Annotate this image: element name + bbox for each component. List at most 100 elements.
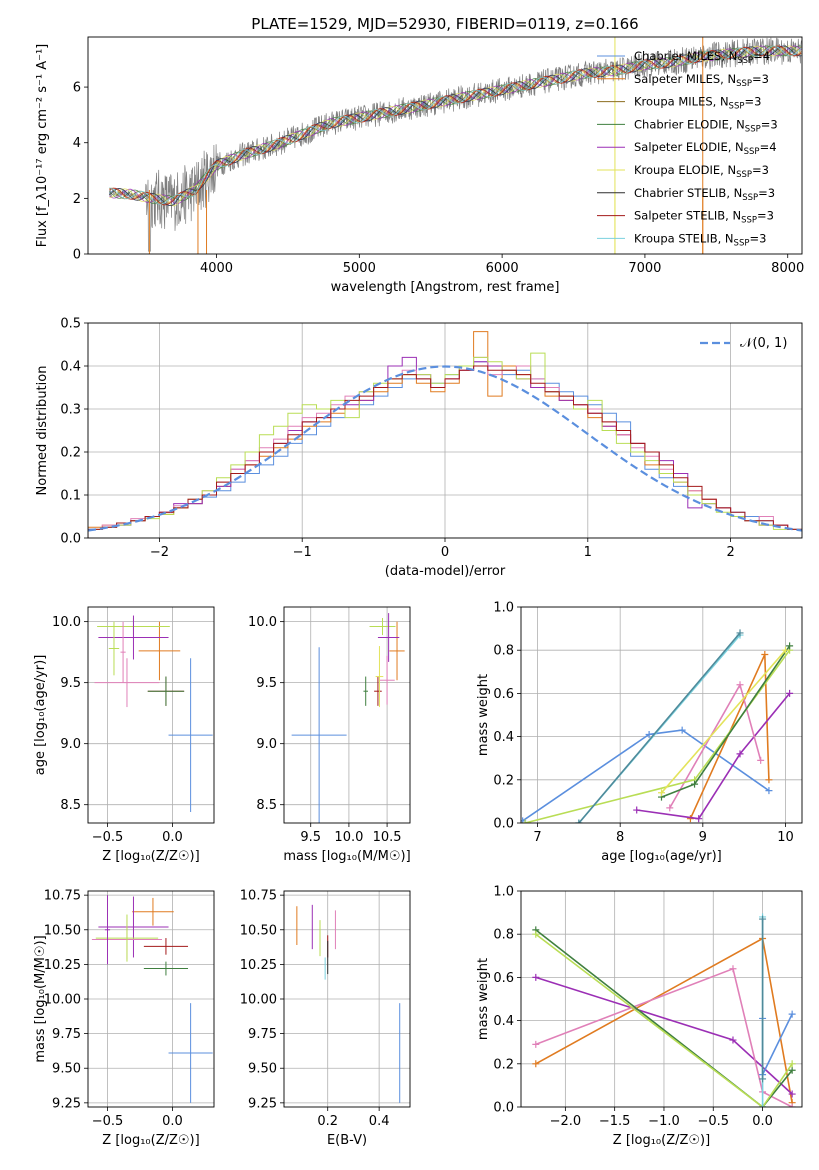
x-tick-label: 0.0 bbox=[752, 1114, 773, 1129]
series-marker bbox=[686, 815, 694, 823]
x-tick-label: 10.0 bbox=[334, 830, 363, 845]
y-axis-label: Flux [f_λ10⁻¹⁷ erg cm⁻² s⁻¹ A⁻¹] bbox=[35, 44, 50, 248]
normal-curve bbox=[88, 365, 802, 532]
y-tick-label: 0.2 bbox=[493, 773, 514, 788]
errorbar-point bbox=[108, 621, 120, 676]
spectrum-model-8 bbox=[109, 45, 802, 205]
errorbar-point bbox=[143, 961, 189, 976]
series-marker bbox=[788, 1010, 796, 1018]
series-line-0 bbox=[522, 729, 770, 822]
axes-mass_vs_Z: −0.5 0.0 9.25 9.50 9.75 10.00 10.25 10.50 10.75 Z… bbox=[33, 889, 215, 1148]
y-tick-label: 0.4 bbox=[60, 360, 81, 375]
axes-frame bbox=[87, 36, 803, 255]
series-marker bbox=[786, 689, 794, 697]
y-tick-label: 0.0 bbox=[60, 532, 81, 547]
errorbar-point bbox=[168, 1003, 213, 1103]
legend-entry: Kroupa ELODIE, NSSP=3 bbox=[634, 163, 769, 180]
x-axis-label: Z [log₁₀(Z/Z☉)] bbox=[613, 1133, 710, 1148]
x-axis-label: age [log₁₀(age/yr)] bbox=[601, 849, 722, 864]
spectrum-model-5 bbox=[109, 45, 802, 207]
series-marker bbox=[645, 730, 653, 738]
y-tick-label: 9.5 bbox=[60, 676, 81, 691]
y-tick-label: 0.5 bbox=[60, 317, 81, 332]
errorbar-point bbox=[363, 676, 368, 706]
series-marker bbox=[729, 1036, 737, 1044]
y-tick-label: 10.0 bbox=[248, 615, 277, 630]
errorbar-point bbox=[389, 621, 405, 681]
axes-frame bbox=[87, 322, 803, 539]
y-tick-label: 10.50 bbox=[240, 923, 277, 938]
series-marker bbox=[759, 915, 767, 923]
x-tick-label: −2.0 bbox=[550, 1114, 582, 1129]
axes-spectrum: 4000 5000 6000 7000 8000 0 2 4 6 wavelength [Angs… bbox=[35, 15, 804, 295]
y-tick-label: 10.00 bbox=[240, 993, 277, 1008]
y-axis-label: mass weight bbox=[476, 674, 491, 756]
legend: Chabrier MILES, NSSP=4 Salpeter MILES, NS… bbox=[597, 49, 778, 248]
y-axis-label: mass [log₁₀(M/M☉)] bbox=[33, 935, 48, 1062]
plot-area bbox=[284, 891, 410, 1107]
errorbar-point bbox=[147, 676, 185, 706]
errorbar-point bbox=[120, 621, 126, 683]
y-tick-label: 10.50 bbox=[44, 923, 81, 938]
y-axis-label: age [log₁₀(age/yr)] bbox=[33, 655, 48, 776]
x-tick-label: −1.0 bbox=[648, 1114, 680, 1129]
plot-area bbox=[88, 891, 214, 1107]
series-marker bbox=[765, 776, 773, 784]
axes-mass_vs_ebv: 0.2 0.4 9.25 9.50 9.75 10.00 10.25 10.50 10.75 E(… bbox=[240, 889, 411, 1148]
series-marker bbox=[759, 1103, 767, 1107]
axes-frame bbox=[87, 606, 215, 824]
series-marker bbox=[759, 1075, 767, 1083]
series-marker bbox=[678, 726, 686, 734]
y-tick-label: 9.25 bbox=[248, 1096, 277, 1111]
x-tick-label: 9.5 bbox=[300, 830, 321, 845]
y-tick-label: 1.0 bbox=[493, 885, 514, 900]
series-marker bbox=[695, 815, 703, 823]
x-tick-label: 8 bbox=[616, 830, 624, 845]
y-tick-label: 10.25 bbox=[44, 958, 81, 973]
errorbar-point bbox=[379, 655, 395, 705]
y-tick-label: 10.75 bbox=[44, 889, 81, 904]
plot-area bbox=[88, 607, 214, 823]
series-marker bbox=[532, 930, 540, 938]
axes-massweight_vs_age: 7 8 9 10 0.0 0.2 0.4 0.6 0.8 1.0 age [log₁₀(age/yr… bbox=[476, 601, 803, 864]
x-tick-label: −0.5 bbox=[697, 1114, 729, 1129]
y-tick-label: 0.4 bbox=[493, 1014, 514, 1029]
y-axis-label: Normed distribution bbox=[35, 366, 50, 496]
errorbar-point bbox=[104, 895, 111, 965]
series-marker bbox=[658, 789, 665, 797]
errorbar-point bbox=[94, 658, 160, 708]
x-tick-label: 0.4 bbox=[369, 1114, 390, 1129]
y-tick-label: 0.4 bbox=[493, 730, 514, 745]
series-marker bbox=[788, 1066, 796, 1074]
errorbar-point bbox=[138, 621, 181, 681]
legend-entry: Salpeter STELIB, NSSP=3 bbox=[634, 209, 774, 226]
y-tick-label: 0.0 bbox=[493, 817, 514, 832]
plot-area bbox=[109, 37, 802, 254]
x-axis-label: (data-model)/error bbox=[385, 564, 506, 579]
series-marker bbox=[532, 973, 540, 981]
series-marker bbox=[736, 750, 744, 758]
x-tick-label: 7000 bbox=[628, 261, 661, 276]
plot-area bbox=[521, 891, 802, 1107]
legend: 𝒩(0, 1) bbox=[700, 336, 787, 351]
x-tick-label: 0.0 bbox=[162, 1114, 183, 1129]
y-tick-label: 0.2 bbox=[60, 446, 81, 461]
y-tick-label: 9.0 bbox=[256, 737, 277, 752]
x-tick-label: 4000 bbox=[200, 261, 233, 276]
y-tick-label: 10.0 bbox=[52, 615, 81, 630]
x-tick-label: −2 bbox=[150, 545, 169, 560]
spectrum-data-line bbox=[109, 37, 802, 252]
plot-area bbox=[284, 607, 410, 823]
x-axis-label: Z [log₁₀(Z/Z☉)] bbox=[102, 849, 199, 864]
x-tick-label: −1 bbox=[293, 545, 312, 560]
legend-entry: Salpeter ELODIE, NSSP=4 bbox=[634, 140, 777, 157]
y-tick-label: 6 bbox=[73, 81, 81, 96]
x-tick-label: 10.5 bbox=[373, 830, 402, 845]
series-marker bbox=[788, 1103, 796, 1107]
x-axis-label: E(B-V) bbox=[327, 1133, 367, 1148]
series-marker bbox=[729, 965, 737, 973]
x-tick-label: 0 bbox=[441, 545, 449, 560]
plot-area bbox=[521, 607, 802, 823]
x-axis-label: wavelength [Angstrom, rest frame] bbox=[331, 280, 560, 295]
